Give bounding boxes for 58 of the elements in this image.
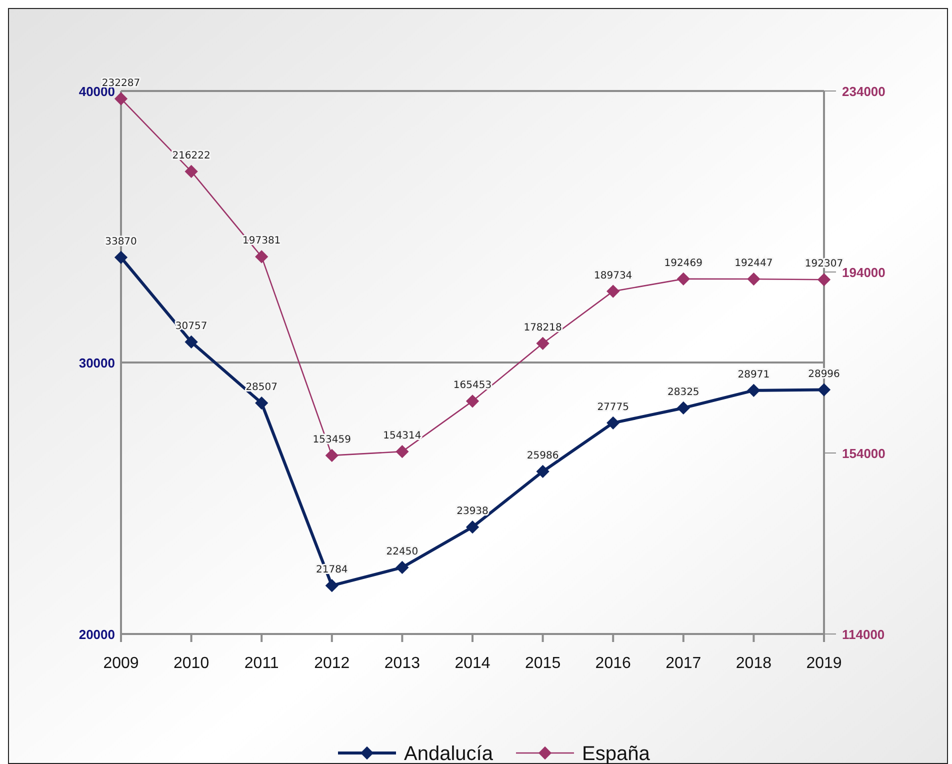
data-label: 189734 (594, 270, 632, 282)
point (466, 520, 480, 534)
point (606, 416, 620, 430)
point (817, 273, 831, 286)
data-label: 192447 (734, 258, 773, 270)
point (184, 335, 198, 349)
point (114, 92, 128, 106)
x-tick-label: 2012 (314, 655, 350, 672)
y2-tick-label: 154000 (842, 446, 886, 461)
data-label: 23938 (456, 506, 488, 518)
point (676, 272, 690, 286)
x-tick-label: 2019 (806, 655, 842, 672)
x-tick-label: 2010 (174, 655, 210, 672)
data-label: 28971 (738, 369, 770, 380)
data-label: 22450 (386, 546, 418, 558)
y2-tick-label: 234000 (842, 84, 886, 99)
y2-tick-label: 194000 (842, 265, 886, 280)
x-tick-label: 2013 (384, 655, 420, 672)
data-label: 28325 (667, 386, 700, 398)
point (606, 284, 620, 298)
point (466, 394, 480, 408)
point (255, 396, 268, 410)
y2-tick-label: 114000 (842, 627, 885, 642)
point (676, 401, 690, 415)
data-label: 33870 (105, 236, 137, 248)
x-tick-label: 2014 (454, 655, 490, 672)
point (325, 448, 338, 462)
legend-label: España (582, 743, 651, 764)
point (184, 164, 198, 178)
point (536, 464, 550, 478)
point (536, 336, 550, 350)
data-label: 27775 (597, 402, 630, 413)
x-tick-label: 2018 (736, 655, 772, 672)
data-label: 178218 (524, 322, 562, 334)
point (396, 560, 409, 574)
data-label: 192307 (804, 258, 844, 270)
x-tick-label: 2017 (666, 655, 702, 672)
data-label: 192469 (664, 258, 702, 269)
point (817, 383, 831, 396)
point (114, 250, 128, 264)
x-tick-label: 2015 (525, 655, 561, 672)
data-label: 28507 (246, 382, 278, 394)
data-label: 154314 (383, 430, 422, 442)
point (747, 384, 760, 398)
data-label: 28996 (808, 368, 840, 380)
data-label: 25986 (526, 450, 559, 462)
point (255, 250, 268, 264)
point (396, 445, 409, 458)
y-tick-label: 30000 (78, 356, 115, 370)
y-tick-label: 20000 (78, 627, 115, 642)
x-tick-label: 2009 (103, 655, 139, 672)
legend-label: Andalucía (404, 743, 494, 764)
data-label: 232287 (102, 78, 140, 89)
x-tick-label: 2011 (244, 655, 279, 672)
x-tick-label: 2016 (595, 655, 631, 672)
point (747, 272, 760, 286)
point (325, 578, 338, 592)
data-label: 165453 (453, 380, 492, 392)
